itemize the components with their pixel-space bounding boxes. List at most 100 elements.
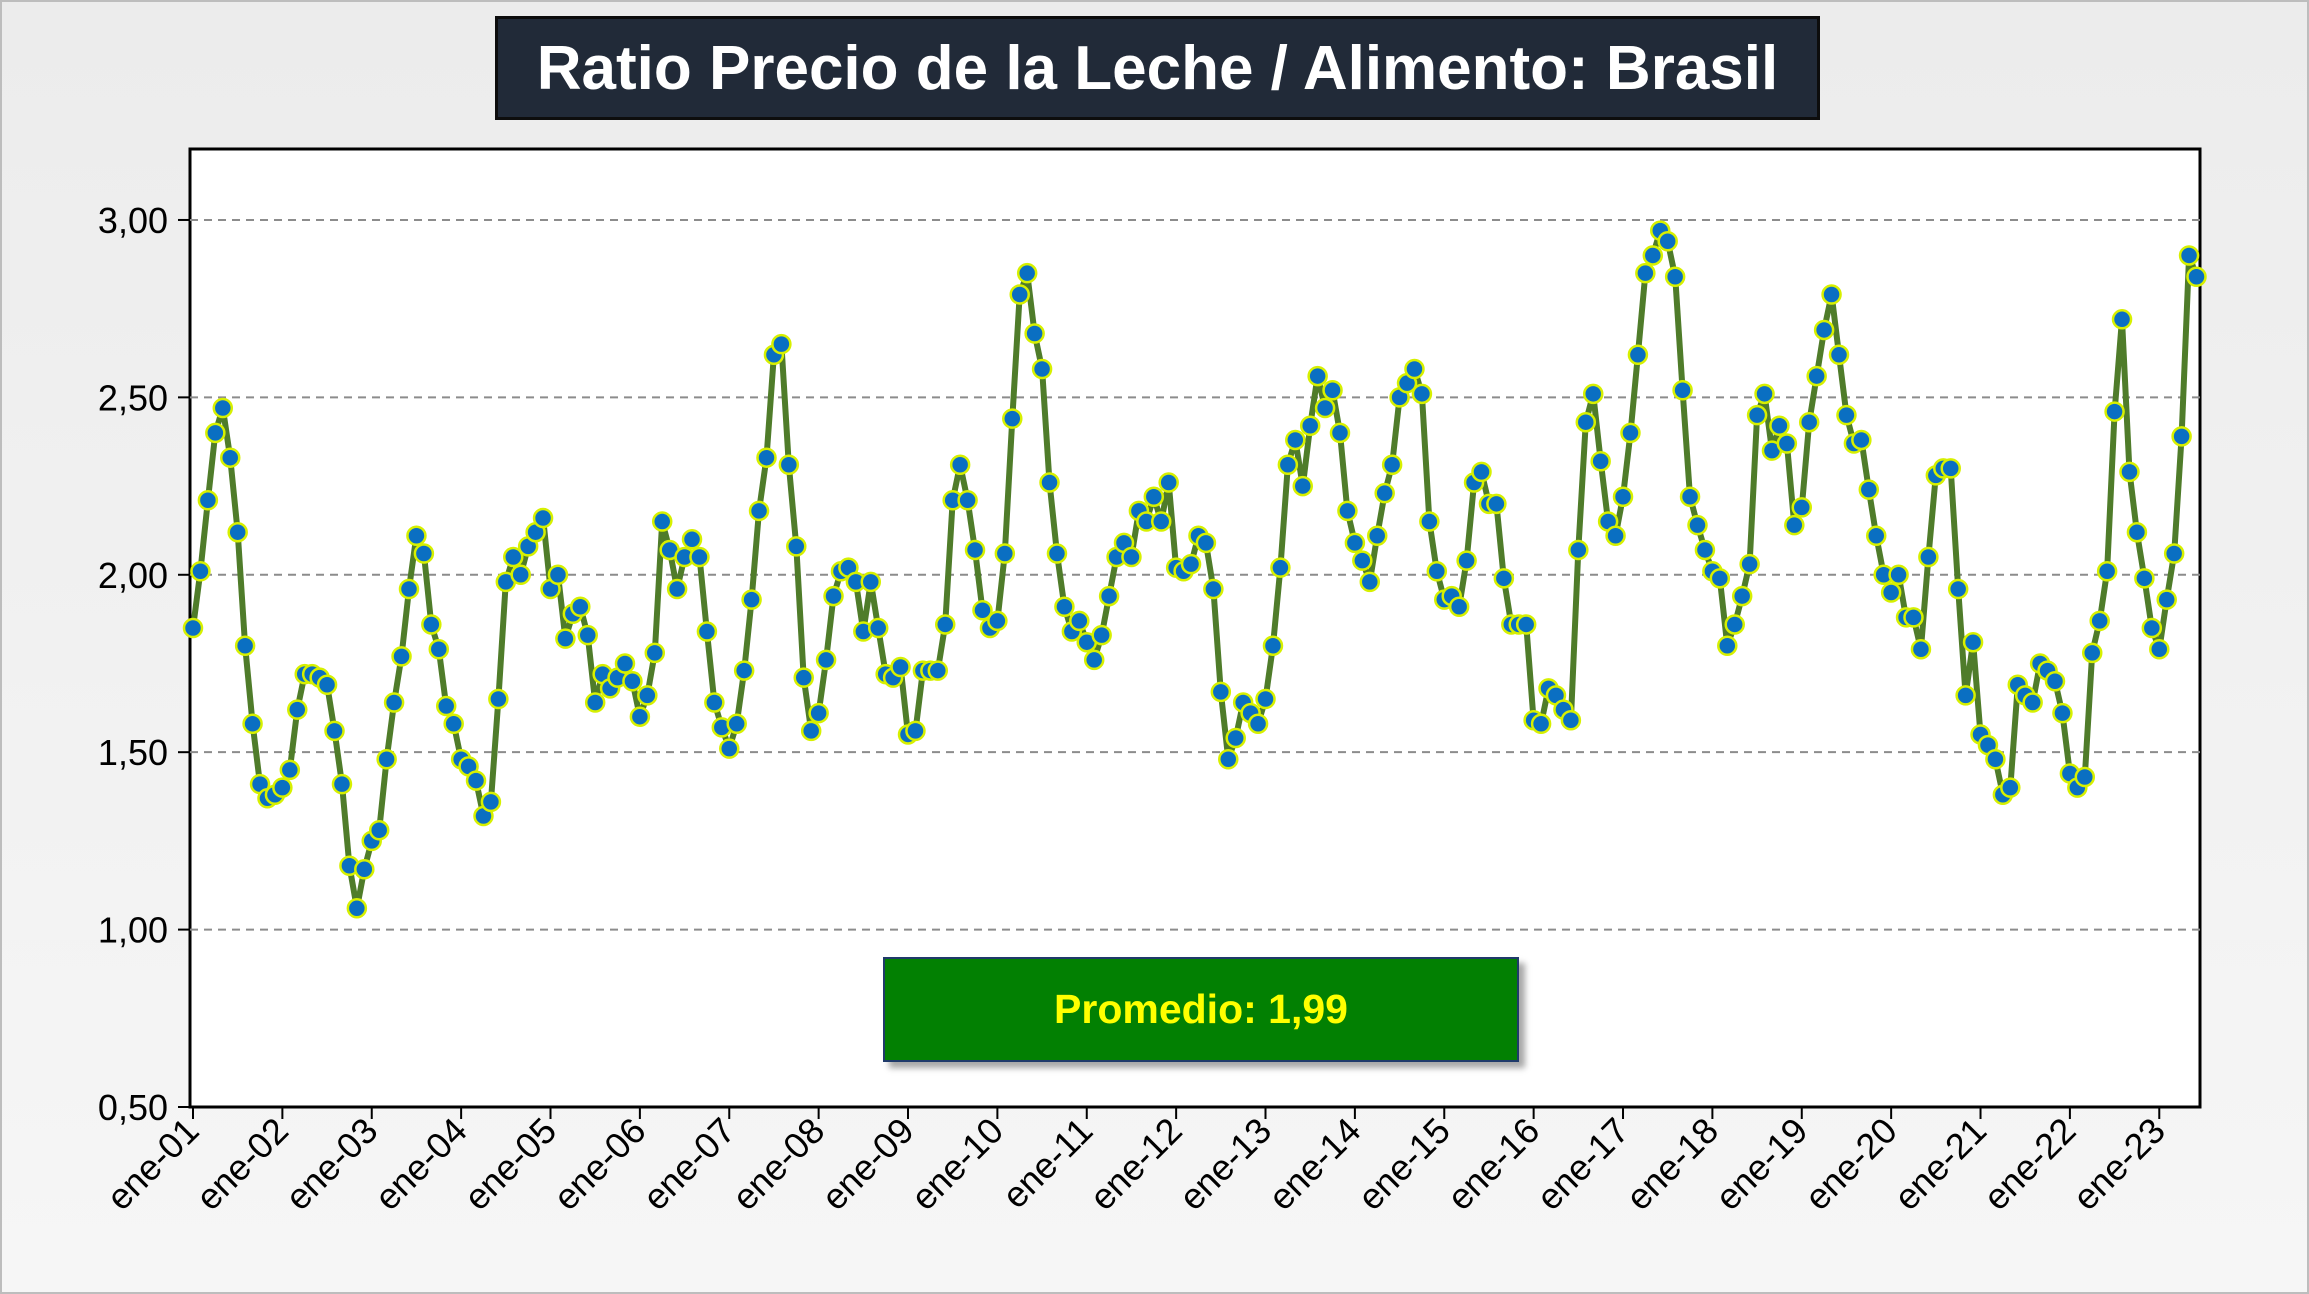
data-point [510, 564, 531, 586]
x-tick-label: ene-05 [456, 1110, 564, 1218]
data-point [182, 617, 204, 639]
data-point [2104, 401, 2125, 422]
data-point [2044, 670, 2066, 692]
x-tick-label: ene-23 [2065, 1110, 2173, 1218]
data-point [1962, 631, 1984, 653]
data-point [1694, 539, 1716, 561]
data-point [1024, 323, 1045, 344]
data-point [316, 674, 338, 696]
data-point [733, 660, 755, 681]
data-point [480, 791, 502, 813]
data-point [1046, 543, 1068, 564]
x-tick-label: ene-22 [1975, 1110, 2083, 1218]
data-point [2171, 426, 2192, 447]
x-tick-label: ene-04 [367, 1110, 475, 1218]
data-point [927, 660, 949, 681]
data-point [1344, 532, 1366, 554]
y-tick-label: 0,50 [98, 1087, 168, 1128]
data-point [1955, 685, 1976, 706]
data-point [197, 490, 219, 511]
x-tick-label: ene-15 [1350, 1110, 1458, 1218]
data-point [1865, 525, 1887, 546]
data-point [2119, 461, 2140, 483]
data-point [421, 614, 442, 635]
data-point [1195, 532, 1217, 554]
data-point [1679, 486, 1701, 507]
data-point [227, 521, 248, 543]
x-tick-label: ene-13 [1171, 1110, 1279, 1218]
x-tick-label: ene-10 [903, 1110, 1011, 1218]
data-point [391, 646, 412, 667]
data-point [808, 702, 829, 724]
data-point [1352, 550, 1373, 571]
data-point [1314, 397, 1336, 419]
data-point [1381, 454, 1403, 476]
y-tick-label: 3,00 [98, 200, 168, 241]
data-point [1069, 610, 1090, 632]
data-point [1039, 472, 1060, 493]
data-point [2074, 766, 2096, 788]
data-point [2000, 777, 2021, 798]
data-point [406, 525, 427, 546]
data-point [890, 656, 911, 678]
data-point [1776, 433, 1798, 454]
data-point [577, 624, 598, 646]
data-point [1620, 422, 1641, 444]
data-point [2163, 543, 2185, 564]
data-point [2186, 266, 2207, 287]
data-point [1299, 415, 1321, 437]
data-point [376, 749, 397, 770]
data-point [1791, 497, 1813, 518]
data-point [1091, 624, 1112, 646]
data-point [1218, 749, 1239, 770]
data-point [666, 578, 688, 600]
data-point [704, 692, 725, 713]
data-point [994, 543, 1016, 564]
data-point [1307, 365, 1328, 387]
x-tick-label: ene-06 [545, 1110, 653, 1218]
data-point [1836, 404, 1857, 426]
data-point [949, 454, 971, 476]
x-tick-label: ene-11 [994, 1110, 1100, 1216]
data-point [1687, 514, 1708, 536]
data-point [1225, 727, 1246, 749]
data-point [681, 529, 703, 550]
data-point [2081, 642, 2103, 664]
data-point [1664, 266, 1686, 287]
data-point [1858, 479, 1880, 500]
data-point [1374, 482, 1395, 504]
data-point [629, 706, 651, 727]
data-point [1002, 408, 1023, 429]
data-point [190, 560, 211, 582]
data-point [800, 720, 822, 742]
data-point [428, 639, 450, 660]
data-point [2126, 521, 2148, 543]
data-point [1784, 514, 1805, 536]
x-tick-label: ene-12 [1082, 1110, 1190, 1218]
data-point [1366, 525, 1388, 546]
data-point [2134, 568, 2155, 589]
data-point [1098, 585, 1120, 607]
data-point [1515, 614, 1537, 635]
data-point [1590, 450, 1611, 472]
data-point [242, 713, 263, 735]
data-point [1813, 319, 1835, 341]
data-point [1940, 458, 1961, 479]
data-point [584, 692, 606, 713]
data-point [614, 653, 636, 674]
data-point [383, 692, 405, 713]
data-point [1560, 710, 1582, 731]
data-point [1635, 262, 1656, 284]
data-point [1530, 713, 1552, 735]
data-point [815, 649, 837, 671]
data-point [972, 600, 993, 621]
data-point [741, 589, 762, 610]
data-point [1426, 560, 1448, 582]
data-point [1180, 553, 1202, 575]
data-point [2022, 692, 2043, 713]
y-tick-label: 1,50 [98, 732, 168, 773]
data-point [272, 777, 293, 798]
data-point [2089, 610, 2110, 632]
data-point [368, 819, 390, 841]
x-tick-label: ene-03 [277, 1110, 385, 1218]
